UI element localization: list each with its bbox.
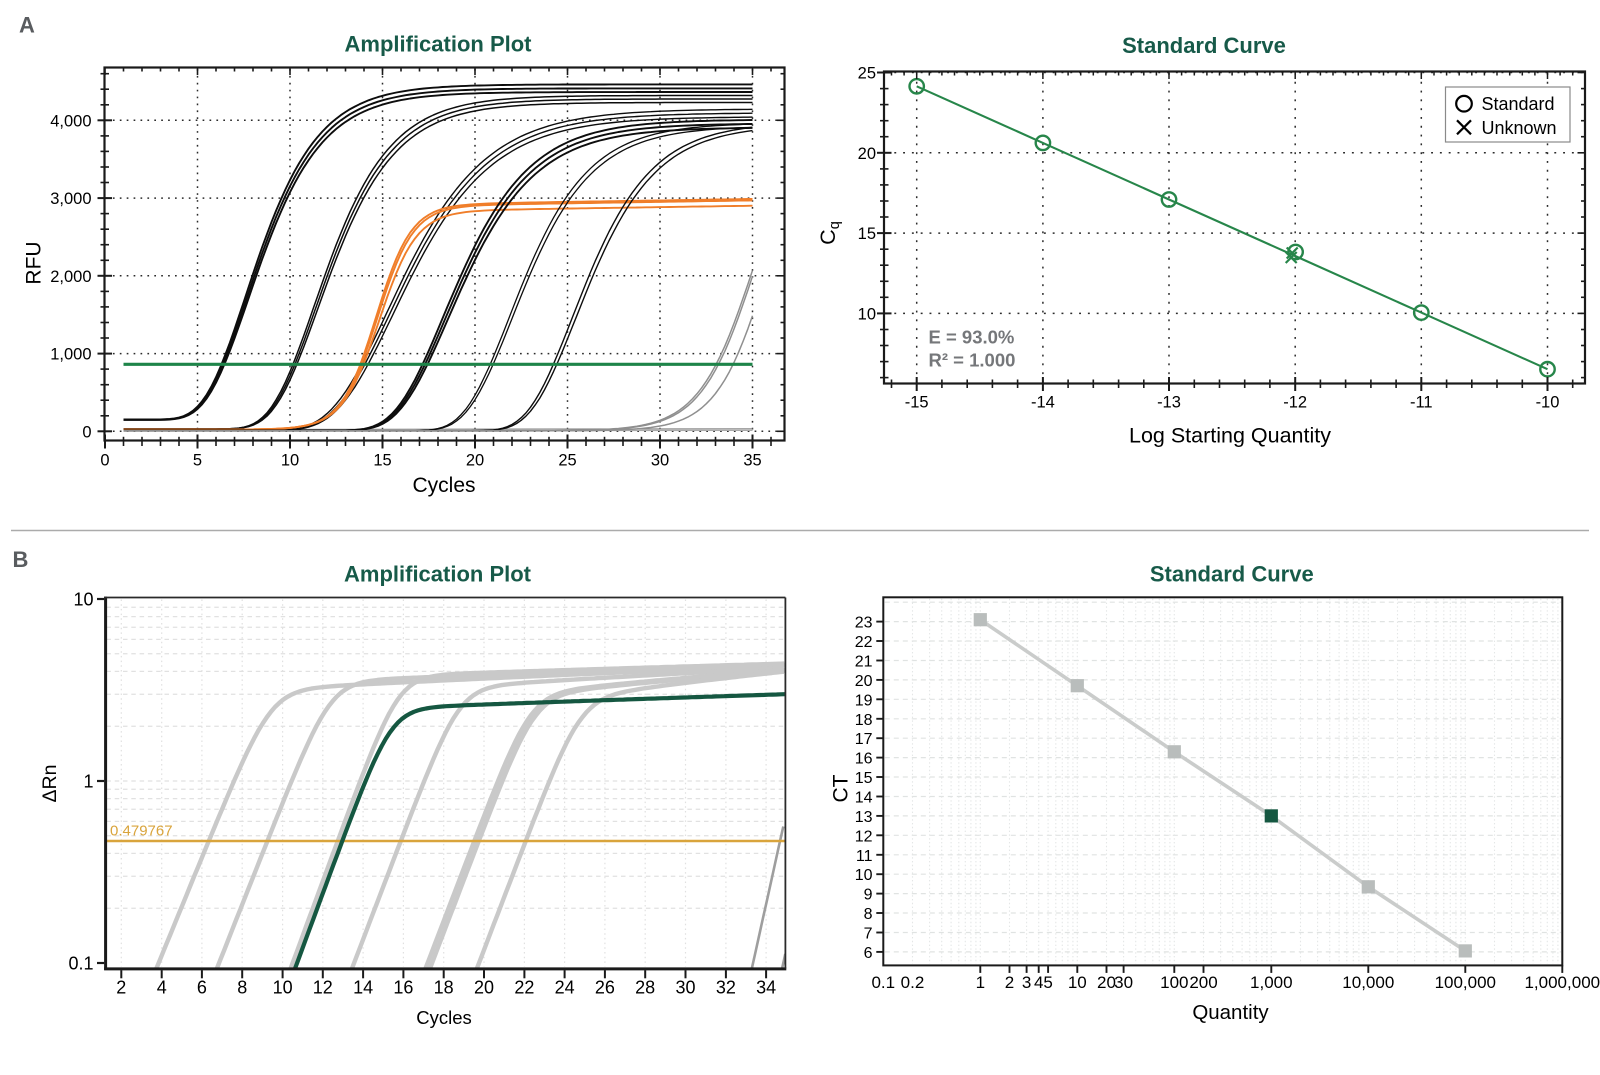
svg-text:0: 0 bbox=[82, 423, 91, 441]
svg-text:7: 7 bbox=[864, 926, 873, 943]
svg-text:100: 100 bbox=[1160, 973, 1188, 992]
svg-text:Standard Curve: Standard Curve bbox=[1122, 33, 1286, 58]
svg-text:8: 8 bbox=[864, 906, 873, 923]
svg-text:1: 1 bbox=[83, 772, 93, 792]
svg-text:Cycles: Cycles bbox=[412, 474, 475, 497]
svg-text:-10: -10 bbox=[1536, 394, 1560, 412]
svg-text:20: 20 bbox=[1097, 973, 1116, 992]
svg-text:21: 21 bbox=[855, 654, 873, 671]
svg-text:1,000: 1,000 bbox=[50, 346, 91, 364]
svg-text:100,000: 100,000 bbox=[1435, 973, 1496, 992]
svg-text:30: 30 bbox=[651, 452, 669, 470]
svg-text:200: 200 bbox=[1189, 973, 1217, 992]
svg-text:E = 93.0%: E = 93.0% bbox=[929, 327, 1015, 348]
svg-text:1,000,000: 1,000,000 bbox=[1524, 973, 1600, 992]
svg-text:10: 10 bbox=[855, 867, 873, 884]
svg-text:0: 0 bbox=[100, 452, 109, 470]
svg-text:9: 9 bbox=[864, 887, 873, 904]
svg-text:-12: -12 bbox=[1283, 394, 1307, 412]
svg-text:Standard: Standard bbox=[1482, 94, 1555, 114]
svg-text:20: 20 bbox=[474, 978, 494, 998]
svg-text:0.2: 0.2 bbox=[901, 973, 925, 992]
svg-text:10: 10 bbox=[858, 305, 876, 323]
svg-text:B: B bbox=[13, 547, 29, 572]
svg-text:2,000: 2,000 bbox=[50, 268, 91, 286]
svg-text:22: 22 bbox=[855, 634, 873, 651]
svg-text:Cycles: Cycles bbox=[416, 1007, 472, 1028]
svg-text:17: 17 bbox=[855, 731, 873, 748]
svg-text:14: 14 bbox=[855, 790, 873, 807]
svg-text:14: 14 bbox=[353, 978, 373, 998]
svg-text:12: 12 bbox=[313, 978, 333, 998]
svg-text:15: 15 bbox=[858, 225, 876, 243]
svg-text:34: 34 bbox=[756, 978, 776, 998]
svg-text:15: 15 bbox=[373, 452, 391, 470]
svg-text:Standard Curve: Standard Curve bbox=[1150, 562, 1314, 587]
svg-text:4,000: 4,000 bbox=[50, 112, 91, 130]
svg-text:32: 32 bbox=[716, 978, 736, 998]
svg-text:10,000: 10,000 bbox=[1342, 973, 1394, 992]
svg-text:5: 5 bbox=[193, 452, 202, 470]
svg-text:4: 4 bbox=[157, 978, 167, 998]
svg-text:23: 23 bbox=[855, 615, 873, 632]
svg-text:13: 13 bbox=[855, 809, 873, 826]
svg-text:10: 10 bbox=[1068, 973, 1087, 992]
svg-text:12: 12 bbox=[855, 828, 873, 845]
svg-text:3,000: 3,000 bbox=[50, 190, 91, 208]
svg-text:20: 20 bbox=[855, 673, 873, 690]
svg-text:22: 22 bbox=[514, 978, 534, 998]
svg-text:24: 24 bbox=[555, 978, 575, 998]
svg-text:11: 11 bbox=[856, 848, 873, 865]
svg-text:30: 30 bbox=[1114, 973, 1133, 992]
svg-text:28: 28 bbox=[635, 978, 655, 998]
svg-text:0.1: 0.1 bbox=[871, 973, 895, 992]
svg-text:18: 18 bbox=[434, 978, 454, 998]
svg-text:35: 35 bbox=[743, 452, 761, 470]
svg-text:2: 2 bbox=[1005, 973, 1014, 992]
svg-text:Log Starting Quantity: Log Starting Quantity bbox=[1129, 424, 1331, 448]
svg-text:ΔRn: ΔRn bbox=[39, 765, 61, 803]
svg-text:6: 6 bbox=[864, 945, 873, 962]
svg-text:-13: -13 bbox=[1157, 394, 1181, 412]
svg-text:0.479767: 0.479767 bbox=[110, 823, 173, 840]
svg-text:16: 16 bbox=[393, 978, 413, 998]
svg-text:-15: -15 bbox=[905, 394, 929, 412]
svg-text:15: 15 bbox=[855, 770, 873, 787]
svg-text:CT: CT bbox=[830, 774, 853, 802]
svg-text:2: 2 bbox=[116, 978, 126, 998]
svg-text:18: 18 bbox=[855, 712, 873, 729]
svg-text:16: 16 bbox=[855, 751, 873, 768]
svg-text:Amplification Plot: Amplification Plot bbox=[345, 32, 533, 57]
svg-text:Unknown: Unknown bbox=[1482, 118, 1557, 138]
svg-text:8: 8 bbox=[237, 978, 247, 998]
svg-text:25: 25 bbox=[858, 65, 876, 83]
svg-text:25: 25 bbox=[558, 452, 576, 470]
svg-text:3: 3 bbox=[1022, 973, 1031, 992]
svg-text:20: 20 bbox=[466, 452, 484, 470]
svg-text:30: 30 bbox=[675, 978, 695, 998]
svg-text:5: 5 bbox=[1043, 973, 1052, 992]
svg-text:10: 10 bbox=[73, 590, 93, 610]
svg-text:RFU: RFU bbox=[23, 241, 46, 284]
svg-text:19: 19 bbox=[855, 692, 873, 709]
svg-text:1,000: 1,000 bbox=[1250, 973, 1293, 992]
svg-text:Quantity: Quantity bbox=[1192, 1001, 1269, 1024]
svg-text:6: 6 bbox=[197, 978, 207, 998]
svg-text:20: 20 bbox=[858, 145, 876, 163]
svg-text:10: 10 bbox=[281, 452, 299, 470]
svg-text:10: 10 bbox=[273, 978, 293, 998]
svg-text:1: 1 bbox=[976, 973, 985, 992]
svg-text:-14: -14 bbox=[1031, 394, 1055, 412]
svg-text:R² = 1.000: R² = 1.000 bbox=[929, 350, 1016, 371]
svg-text:26: 26 bbox=[595, 978, 615, 998]
svg-text:A: A bbox=[19, 12, 35, 37]
svg-text:Amplification Plot: Amplification Plot bbox=[344, 562, 532, 587]
svg-text:4: 4 bbox=[1034, 973, 1043, 992]
svg-text:0.1: 0.1 bbox=[68, 954, 93, 974]
svg-text:-11: -11 bbox=[1410, 394, 1433, 412]
